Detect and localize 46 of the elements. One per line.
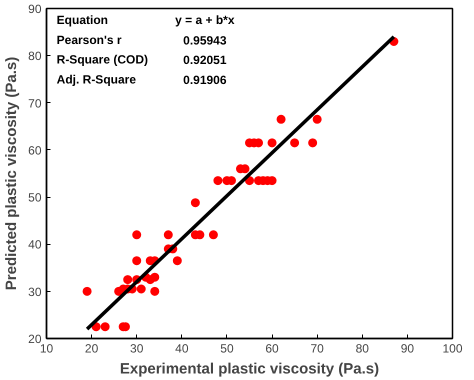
point <box>276 114 286 124</box>
annotation: 0.91906 <box>183 72 227 87</box>
y-tick-label: 70 <box>28 96 42 110</box>
annotation: 0.92051 <box>183 53 227 68</box>
y-tick-label: 80 <box>28 49 42 64</box>
y-tick-label: 60 <box>28 143 42 158</box>
point <box>208 230 218 240</box>
y-tick-label: 50 <box>28 190 42 205</box>
point <box>100 322 110 332</box>
point <box>213 176 222 186</box>
point <box>82 286 92 296</box>
point <box>136 284 146 294</box>
x-tick-label: 80 <box>356 342 370 356</box>
point <box>132 256 142 266</box>
x-tick-label: 60 <box>265 342 280 356</box>
y-tick-label: 30 <box>28 284 42 299</box>
x-tick-label: 50 <box>220 342 234 356</box>
y-tick-label: 90 <box>28 2 42 16</box>
y-tick-label: 40 <box>28 238 42 252</box>
annotation: Adj. R-Square <box>56 72 136 86</box>
x-axis-title: Experimental plastic viscosity (Pa.s) <box>120 360 380 378</box>
x-tick-label: 40 <box>175 342 189 356</box>
point <box>132 230 142 240</box>
point <box>123 275 132 284</box>
x-tick-label: 70 <box>310 342 324 356</box>
x-tick-label: 90 <box>400 342 414 356</box>
y-tick-label: 20 <box>28 332 42 346</box>
y-axis-title: Predicted plastic viscosity (Pa.s) <box>3 56 20 290</box>
annotation: Pearson's r <box>56 32 122 47</box>
x-tick-label: 20 <box>84 342 99 356</box>
x-tick-label: 30 <box>130 342 144 356</box>
x-tick-label: 10 <box>40 342 54 356</box>
point <box>268 138 277 148</box>
point <box>150 286 160 296</box>
annotation: y = a + b*x <box>175 13 235 28</box>
point <box>172 256 182 266</box>
point <box>312 114 322 124</box>
point <box>164 230 173 240</box>
point <box>308 138 318 148</box>
annotation: Equation <box>56 13 108 28</box>
point <box>290 138 300 148</box>
annotation: R-Square (COD) <box>56 52 148 67</box>
point <box>150 272 160 282</box>
point <box>190 198 200 208</box>
annotation: 0.95943 <box>183 33 227 48</box>
x-tick-label: 100 <box>442 342 463 356</box>
